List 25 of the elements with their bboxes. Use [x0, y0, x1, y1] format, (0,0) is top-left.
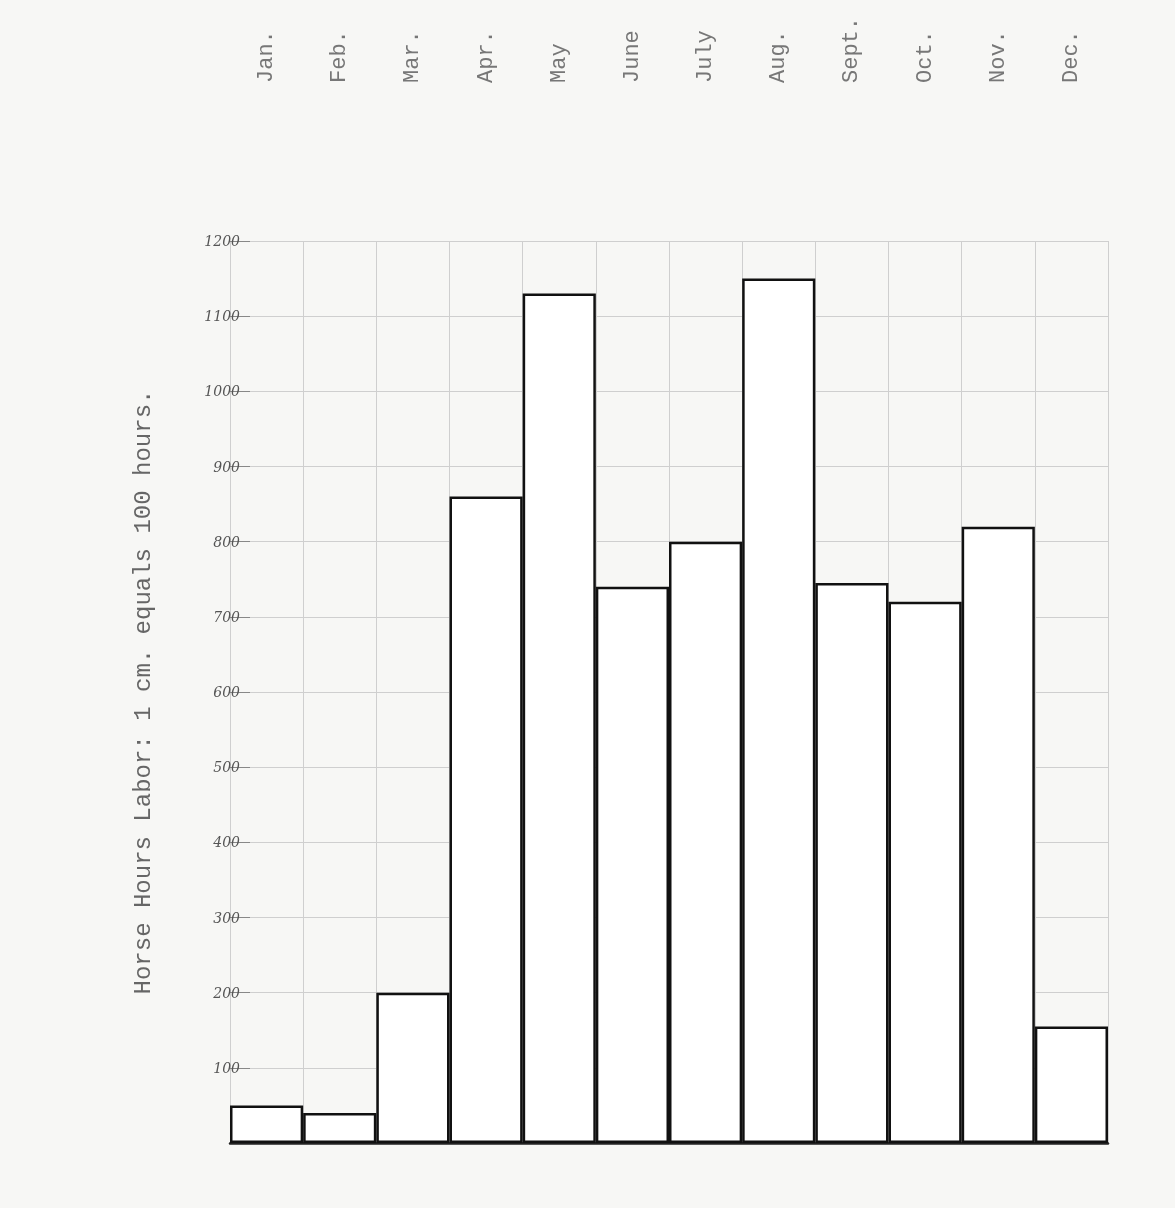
y-tick-label: 300: [213, 909, 241, 926]
x-tick-label: Sept.: [839, 16, 865, 83]
x-tick-label: July: [693, 30, 719, 83]
y-tick-label: 1200: [204, 233, 241, 249]
x-tick-label: Jan.: [254, 30, 280, 83]
x-tick-label: June: [619, 30, 645, 83]
y-tick-label: 500: [213, 759, 241, 776]
y-axis-title: Horse Hours Labor: 1 cm. equals 100 hours.: [129, 389, 157, 995]
x-tick-label: Aug.: [766, 30, 792, 83]
x-tick-label: Dec.: [1058, 30, 1084, 83]
x-tick-label: Apr.: [473, 30, 499, 83]
x-tick-label: Oct.: [912, 30, 938, 83]
x-tick-label: Nov.: [985, 30, 1011, 83]
y-tick-label: 700: [213, 608, 241, 625]
y-tick-label: 200: [212, 984, 241, 1001]
y-tick-label: 1000: [204, 383, 241, 400]
y-tick-label: 100: [213, 1059, 241, 1076]
x-tick-label: Mar.: [400, 30, 426, 83]
y-tick-label: 800: [213, 533, 241, 550]
y-tick-label: 400: [212, 834, 241, 851]
y-tick-label: 600: [213, 684, 241, 700]
y-tick-label: 900: [213, 458, 241, 475]
x-tick-label: Feb.: [327, 30, 353, 83]
x-tick-label: May: [546, 43, 572, 83]
y-tick-label: 1100: [204, 308, 241, 325]
